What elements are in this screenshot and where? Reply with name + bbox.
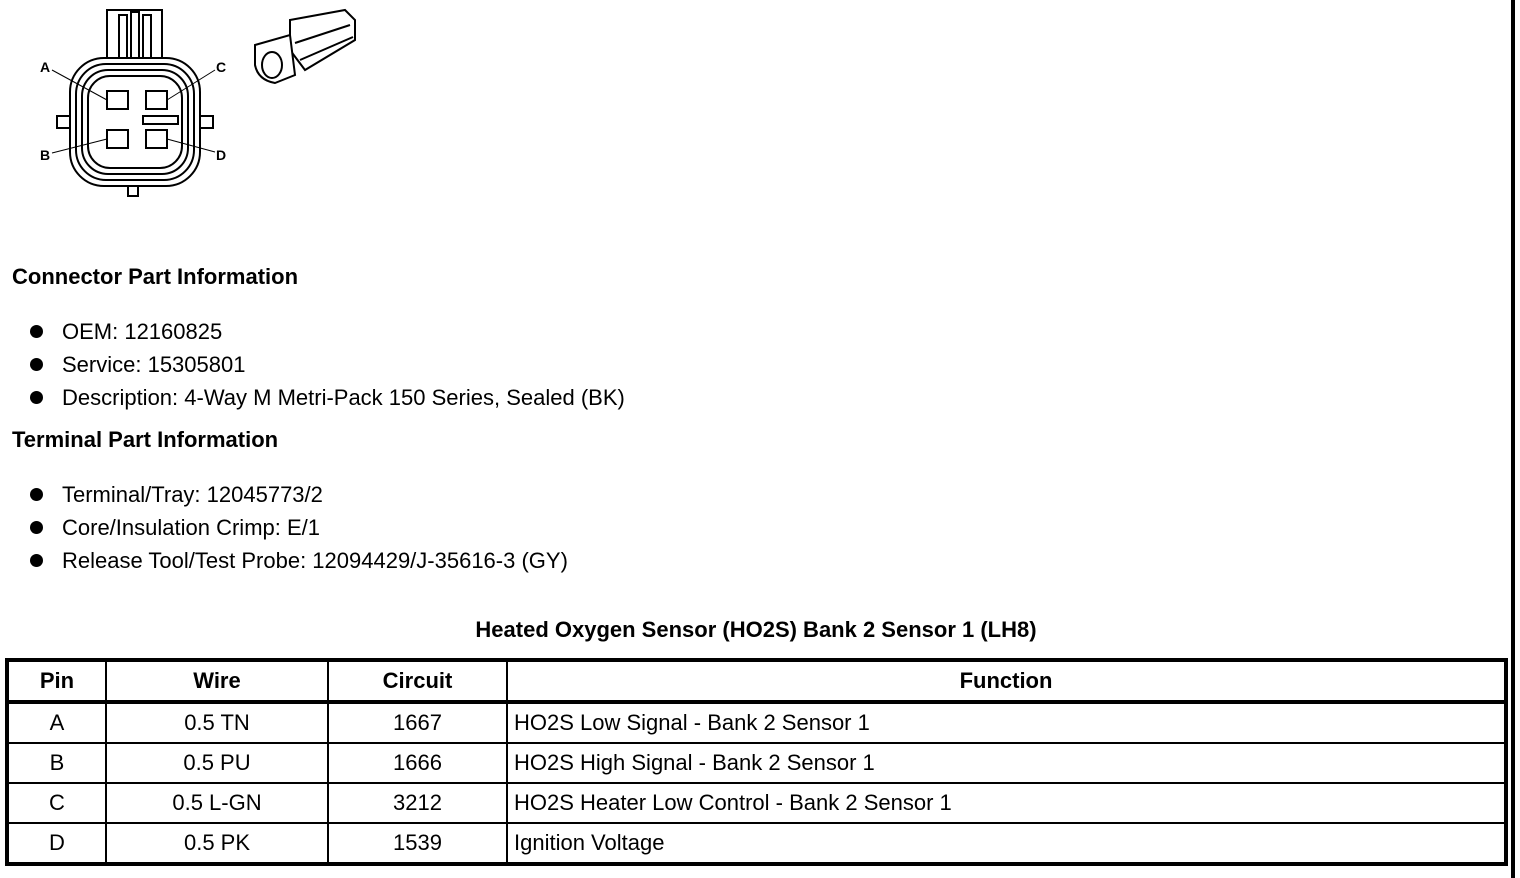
cell-pin: C (6, 782, 107, 824)
cell-pin: D (6, 822, 107, 865)
table-row: A 0.5 TN 1667 HO2S Low Signal - Bank 2 Sens… (6, 701, 1507, 744)
cell-circuit: 3212 (327, 782, 508, 824)
bullet-icon (30, 488, 43, 501)
header-function: Function (506, 659, 1507, 704)
header-wire: Wire (105, 659, 329, 704)
bullet-icon (30, 325, 43, 338)
bullet-icon (30, 554, 43, 567)
cell-pin: A (6, 701, 107, 744)
header-circuit: Circuit (327, 659, 508, 704)
list-item: Core/Insulation Crimp: E/1 (30, 511, 568, 544)
bullet-icon (30, 391, 43, 404)
table-title: Heated Oxygen Sensor (HO2S) Bank 2 Senso… (475, 617, 1037, 642)
cell-function: HO2S Heater Low Control - Bank 2 Sensor … (506, 782, 1507, 824)
pin-label-c: C (216, 59, 226, 75)
pinout-table: Pin Wire Circuit Function A 0.5 TN 1667 HO2… (5, 658, 1508, 866)
cell-function: Ignition Voltage (506, 822, 1507, 865)
cell-function: HO2S High Signal - Bank 2 Sensor 1 (506, 742, 1507, 784)
list-item: Service: 15305801 (30, 348, 625, 381)
pin-label-b: B (40, 147, 50, 163)
header-pin: Pin (6, 659, 107, 704)
cell-wire: 0.5 PU (105, 742, 329, 784)
table-row: D 0.5 PK 1539 Ignition Voltage (6, 822, 1507, 865)
cell-circuit: 1539 (327, 822, 508, 865)
list-item: Terminal/Tray: 12045773/2 (30, 478, 568, 511)
cell-circuit: 1667 (327, 701, 508, 744)
pin-label-d: D (216, 147, 226, 163)
connector-part-heading: Connector Part Information (12, 264, 299, 289)
cell-wire: 0.5 PK (105, 822, 329, 865)
cell-wire: 0.5 L-GN (105, 782, 329, 824)
list-item: Release Tool/Test Probe: 12094429/J-3561… (30, 544, 568, 577)
cell-circuit: 1666 (327, 742, 508, 784)
list-item: OEM: 12160825 (30, 315, 625, 348)
table-header-row: Pin Wire Circuit Function (6, 659, 1507, 704)
list-item: Description: 4-Way M Metri-Pack 150 Seri… (30, 381, 625, 414)
bullet-icon (30, 521, 43, 534)
connector-face-diagram: A B C D (40, 9, 226, 197)
cell-pin: B (6, 742, 107, 784)
connector-part-list: OEM: 12160825 Service: 15305801 Descript… (30, 315, 625, 414)
terminal-part-heading: Terminal Part Information (12, 427, 279, 452)
cell-function: HO2S Low Signal - Bank 2 Sensor 1 (506, 701, 1507, 744)
table-row: C 0.5 L-GN 3212 HO2S Heater Low Control - B… (6, 782, 1507, 824)
pin-label-a: A (40, 59, 50, 75)
page-border-line (1511, 0, 1515, 878)
terminal-part-list: Terminal/Tray: 12045773/2 Core/Insulatio… (30, 478, 568, 577)
cell-wire: 0.5 TN (105, 701, 329, 744)
table-row: B 0.5 PU 1666 HO2S High Signal - Bank 2 Sen… (6, 742, 1507, 784)
connector-3d-view (254, 8, 356, 85)
bullet-icon (30, 358, 43, 371)
